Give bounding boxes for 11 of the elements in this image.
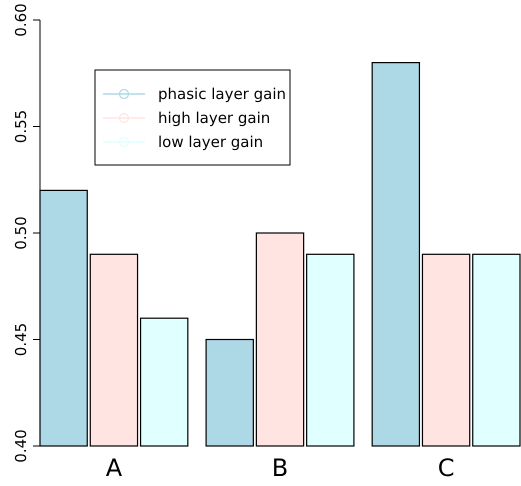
y-tick-label: 0.40 — [12, 429, 30, 463]
y-tick-label: 0.55 — [12, 110, 30, 144]
x-tick-label: C — [438, 454, 454, 482]
legend-label: low layer gain — [158, 133, 264, 151]
legend-label: high layer gain — [158, 109, 270, 127]
y-tick-label: 0.60 — [12, 3, 30, 37]
x-tick-label: A — [106, 454, 123, 482]
y-tick-label: 0.45 — [12, 322, 30, 356]
legend-label: phasic layer gain — [158, 85, 286, 103]
x-tick-label: B — [272, 454, 288, 482]
y-tick-label: 0.50 — [12, 216, 30, 250]
